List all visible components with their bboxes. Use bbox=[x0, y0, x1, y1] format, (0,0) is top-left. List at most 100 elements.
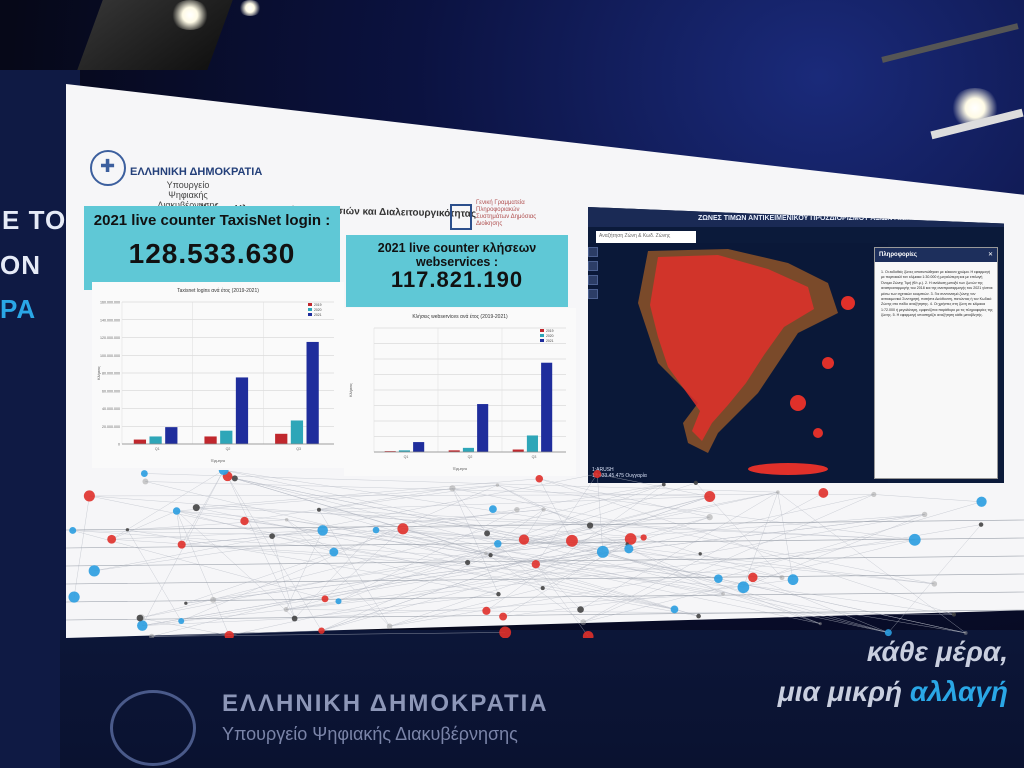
network-link bbox=[743, 492, 779, 588]
network-node bbox=[107, 534, 117, 544]
network-node bbox=[177, 540, 186, 549]
network-link bbox=[72, 530, 524, 540]
side-wall-text: ΟΝ bbox=[0, 250, 41, 280]
counter-webservices: 2021 live counter κλήσεων webservices : … bbox=[346, 235, 568, 307]
network-node bbox=[566, 534, 578, 547]
legend-swatch bbox=[540, 339, 544, 342]
bar bbox=[290, 420, 304, 444]
network-link bbox=[294, 593, 499, 619]
network-node bbox=[624, 533, 637, 545]
network-node bbox=[484, 551, 488, 556]
y-tick-label: 20.000.000 bbox=[102, 425, 120, 429]
network-link bbox=[318, 509, 915, 541]
bar bbox=[413, 442, 425, 452]
network-node bbox=[210, 596, 217, 603]
bar bbox=[398, 450, 410, 452]
network-link bbox=[294, 593, 724, 619]
network-link bbox=[196, 507, 675, 610]
network-link bbox=[318, 509, 390, 627]
network-link bbox=[89, 494, 874, 497]
chart-title: Κλήσεις webservices ανά έτος (2019-2021) bbox=[412, 313, 508, 320]
network-link bbox=[535, 564, 589, 637]
network-node bbox=[224, 630, 234, 638]
stage-light bbox=[170, 0, 210, 30]
network-node bbox=[951, 612, 956, 617]
network-link bbox=[127, 529, 182, 622]
screen-logo-title: ΕΛΛΗΝΙΚΗ ΔΗΜΟΚΡΑΤΙΑ bbox=[130, 166, 263, 178]
network-link bbox=[873, 494, 982, 503]
network-line bbox=[66, 519, 1024, 531]
map-application: ΖΩΝΕΣ ΤΙΜΩΝ ΑΝΤΙΚΕΙΜΕΝΙΚΟΥ ΠΡΟΣΔΙΟΡΙΣΜΟΥ… bbox=[588, 207, 1004, 483]
network-link bbox=[535, 473, 598, 565]
network-node bbox=[68, 591, 80, 603]
network-node bbox=[976, 496, 987, 507]
bar bbox=[133, 439, 147, 444]
greek-emblem-icon bbox=[90, 150, 126, 186]
network-link bbox=[402, 516, 710, 530]
network-link bbox=[227, 476, 295, 619]
home-button[interactable] bbox=[588, 289, 598, 299]
chart-title: Taxisnet logins ανά έτος (2019-2021) bbox=[177, 287, 259, 294]
counter-label: 2021 live counter κλήσεων webservices : bbox=[377, 241, 537, 269]
network-link bbox=[111, 510, 177, 540]
network-link bbox=[286, 519, 334, 553]
network-link bbox=[375, 529, 468, 563]
network-node bbox=[140, 470, 148, 477]
slogan-line-1: κάθε μέρα, bbox=[866, 636, 1008, 667]
y-tick-label: 40.000.000 bbox=[102, 407, 120, 411]
network-node bbox=[69, 526, 77, 534]
network-link bbox=[571, 514, 925, 542]
network-link bbox=[176, 510, 230, 636]
network-link bbox=[485, 496, 710, 554]
network-link bbox=[181, 470, 224, 545]
network-node bbox=[449, 485, 456, 492]
layers-button[interactable] bbox=[588, 275, 598, 285]
network-node bbox=[582, 630, 594, 638]
map-search-input[interactable]: Αναζήτηση Ζώνη & Κωδ. Ζώνης bbox=[596, 231, 696, 243]
network-link bbox=[286, 601, 339, 610]
y-tick-label: 120.000.000 bbox=[100, 336, 120, 340]
network-link bbox=[227, 476, 498, 545]
network-node bbox=[482, 606, 491, 615]
network-link bbox=[286, 609, 954, 615]
info-panel-body: 1. Οι εκδοθείς ζώνες αποτυπώθηκαν με κόκ… bbox=[881, 270, 993, 318]
network-graphic bbox=[66, 470, 1024, 638]
counter-value: 117.821.190 bbox=[390, 267, 524, 292]
network-link bbox=[402, 528, 889, 633]
network-link bbox=[321, 551, 603, 631]
network-link bbox=[486, 484, 664, 612]
legend-swatch bbox=[540, 329, 544, 332]
network-link bbox=[743, 514, 925, 588]
network-link bbox=[286, 519, 390, 627]
y-tick-label: 0 bbox=[118, 443, 120, 447]
zoom-in-button[interactable] bbox=[588, 247, 598, 257]
network-node bbox=[335, 598, 342, 605]
network-link bbox=[145, 481, 675, 610]
y-tick-label: 160.000.000 bbox=[100, 301, 120, 305]
network-link bbox=[543, 509, 591, 526]
network-node bbox=[535, 474, 544, 483]
network-link bbox=[176, 510, 182, 545]
network-node bbox=[696, 613, 701, 619]
network-link bbox=[535, 563, 724, 595]
network-node bbox=[88, 565, 100, 577]
zoom-out-button[interactable] bbox=[588, 261, 598, 271]
network-link bbox=[490, 491, 778, 556]
map-status-readout: 1:ARUSH 17.433.45.475 Ουγγαρία bbox=[592, 467, 647, 479]
network-link bbox=[234, 478, 699, 617]
island bbox=[841, 296, 855, 310]
info-close-icon[interactable]: ✕ bbox=[987, 251, 993, 258]
greece-map bbox=[588, 243, 888, 483]
slogan-highlight: αλλαγή bbox=[909, 676, 1008, 707]
gsis-logo-icon bbox=[450, 204, 472, 230]
network-node bbox=[698, 552, 702, 556]
y-tick-label: 80.000.000 bbox=[102, 372, 120, 376]
slogan-prefix: μια μικρή bbox=[777, 676, 903, 707]
bar bbox=[462, 447, 474, 452]
network-link bbox=[502, 538, 631, 617]
legend-swatch bbox=[308, 308, 312, 311]
network-node bbox=[178, 618, 185, 625]
network-link bbox=[497, 484, 544, 510]
lighting-truss bbox=[881, 23, 1019, 63]
